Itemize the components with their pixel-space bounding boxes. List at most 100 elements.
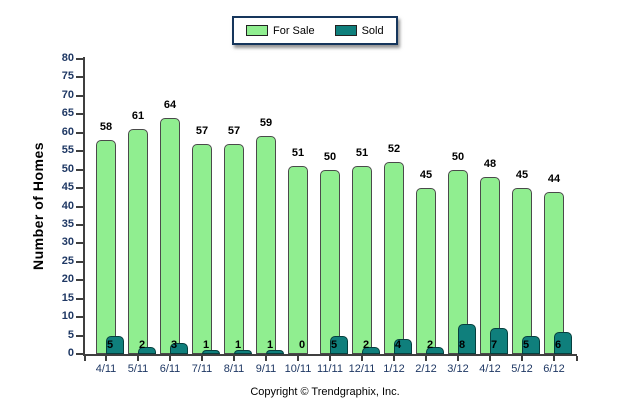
legend-label-for-sale: For Sale bbox=[273, 24, 315, 37]
bar-for-sale-4/11 bbox=[96, 140, 116, 354]
y-tick-label-60: 60 bbox=[61, 125, 74, 138]
x-tick-3/12 bbox=[457, 356, 459, 361]
x-tick-7/11 bbox=[201, 356, 203, 361]
x-tick-6/11 bbox=[169, 356, 171, 361]
y-tick-80 bbox=[76, 58, 84, 60]
x-tick-label-7/11: 7/11 bbox=[191, 363, 213, 375]
y-tick-45 bbox=[76, 187, 84, 190]
y-tick-label-65: 65 bbox=[61, 107, 74, 120]
bar-for-sale-12/11 bbox=[352, 166, 372, 354]
bar-sold-5/12 bbox=[522, 336, 540, 354]
bar-value-sold-7/11: 1 bbox=[202, 339, 210, 351]
y-tick-label-70: 70 bbox=[61, 88, 74, 101]
bar-value-for-sale-4/11: 58 bbox=[99, 121, 113, 133]
y-tick-label-40: 40 bbox=[61, 199, 74, 212]
y-tick-75 bbox=[76, 76, 84, 79]
y-tick-label-20: 20 bbox=[61, 273, 74, 286]
x-tick-11/11 bbox=[329, 356, 331, 361]
bar-value-sold-10/11: 0 bbox=[298, 339, 306, 351]
bar-value-sold-5/11: 2 bbox=[138, 339, 146, 351]
x-tick-label-8/11: 8/11 bbox=[223, 363, 245, 375]
bar-value-sold-12/11: 2 bbox=[362, 339, 370, 351]
y-tick-30 bbox=[76, 242, 84, 245]
bar-value-for-sale-6/11: 64 bbox=[163, 99, 177, 111]
x-tick-10/11 bbox=[297, 356, 299, 361]
bar-sold-3/12 bbox=[458, 324, 476, 354]
x-tick-label-10/11: 10/11 bbox=[284, 363, 312, 375]
bar-value-sold-4/12: 7 bbox=[490, 339, 498, 351]
y-tick-label-15: 15 bbox=[61, 291, 74, 304]
bar-sold-5/11 bbox=[138, 347, 156, 354]
bar-value-for-sale-7/11: 57 bbox=[195, 125, 209, 137]
y-tick-35 bbox=[76, 223, 84, 226]
y-tick-label-35: 35 bbox=[61, 217, 74, 230]
bar-value-for-sale-2/12: 45 bbox=[419, 169, 433, 181]
bar-value-sold-5/12: 5 bbox=[522, 339, 530, 351]
x-tick-label-2/12: 2/12 bbox=[415, 363, 437, 375]
bar-value-sold-3/12: 8 bbox=[458, 339, 466, 351]
bar-sold-6/12 bbox=[554, 332, 572, 354]
x-tick-label-6/11: 6/11 bbox=[159, 363, 181, 375]
y-tick-label-25: 25 bbox=[61, 254, 74, 267]
x-tick-6/12 bbox=[553, 356, 555, 361]
bar-for-sale-6/11 bbox=[160, 118, 180, 354]
bar-for-sale-10/11 bbox=[288, 166, 308, 354]
x-tick-label-1/12: 1/12 bbox=[383, 363, 405, 375]
bar-value-for-sale-11/11: 50 bbox=[323, 151, 337, 163]
y-tick-label-75: 75 bbox=[61, 70, 74, 83]
bar-value-for-sale-1/12: 52 bbox=[387, 143, 401, 155]
bar-sold-2/12 bbox=[426, 347, 444, 354]
x-tick-label-4/11: 4/11 bbox=[95, 363, 117, 375]
y-tick-40 bbox=[76, 205, 84, 208]
y-tick-55 bbox=[76, 150, 84, 153]
y-tick-label-80: 80 bbox=[61, 52, 74, 64]
bar-value-for-sale-3/12: 50 bbox=[451, 151, 465, 163]
bar-value-for-sale-9/11: 59 bbox=[259, 117, 273, 129]
x-tick-12/11 bbox=[361, 356, 363, 361]
y-tick-5 bbox=[76, 334, 84, 337]
bar-for-sale-5/12 bbox=[512, 188, 532, 354]
x-tick-label-11/11: 11/11 bbox=[317, 363, 343, 375]
bar-value-for-sale-5/12: 45 bbox=[515, 169, 529, 181]
legend-label-sold: Sold bbox=[361, 24, 384, 37]
bar-for-sale-5/11 bbox=[128, 129, 148, 354]
y-tick-50 bbox=[76, 168, 84, 171]
bar-sold-1/12 bbox=[394, 339, 412, 354]
bar-value-for-sale-10/11: 51 bbox=[291, 147, 305, 159]
x-tick-label-4/12: 4/12 bbox=[479, 363, 501, 375]
y-tick-label-30: 30 bbox=[61, 236, 74, 249]
y-tick-65 bbox=[76, 113, 84, 116]
y-tick-10 bbox=[76, 316, 84, 319]
bar-for-sale-7/11 bbox=[192, 144, 212, 354]
x-tick-label-3/12: 3/12 bbox=[447, 363, 469, 375]
y-tick-label-50: 50 bbox=[61, 162, 74, 175]
bar-sold-4/12 bbox=[490, 328, 508, 354]
bar-for-sale-2/12 bbox=[416, 188, 436, 354]
bar-for-sale-1/12 bbox=[384, 162, 404, 354]
x-tick-label-5/12: 5/12 bbox=[511, 363, 533, 375]
x-tick-label-12/11: 12/11 bbox=[348, 363, 376, 375]
bar-value-sold-4/11: 5 bbox=[106, 339, 114, 351]
bar-value-for-sale-8/11: 57 bbox=[227, 125, 241, 137]
x-axis-end-tick-0 bbox=[84, 356, 86, 361]
bar-for-sale-9/11 bbox=[256, 136, 276, 354]
plot-area: 58 5 61 2 64 3 57 1 57 1 59 1 51 0 50 5 51 2 52 4 45 2 50 8 48 7 4… bbox=[85, 59, 577, 354]
bar-sold-11/11 bbox=[330, 336, 348, 354]
legend-item-for-sale: For Sale bbox=[246, 25, 315, 37]
y-tick-label-5: 5 bbox=[67, 328, 74, 341]
y-axis-line bbox=[83, 57, 85, 356]
bar-value-sold-11/11: 5 bbox=[330, 339, 338, 351]
x-axis-end-tick-1 bbox=[576, 356, 578, 361]
y-tick-0 bbox=[76, 353, 84, 355]
x-tick-5/11 bbox=[137, 356, 139, 361]
x-tick-label-9/11: 9/11 bbox=[255, 363, 277, 375]
bar-value-sold-9/11: 1 bbox=[266, 339, 274, 351]
legend-swatch-for-sale bbox=[246, 25, 268, 36]
x-tick-8/11 bbox=[233, 356, 235, 361]
x-tick-label-5/11: 5/11 bbox=[127, 363, 149, 375]
y-tick-20 bbox=[76, 279, 84, 282]
bar-sold-7/11 bbox=[202, 350, 220, 354]
x-tick-2/12 bbox=[425, 356, 427, 361]
bar-value-for-sale-6/12: 44 bbox=[547, 173, 561, 185]
